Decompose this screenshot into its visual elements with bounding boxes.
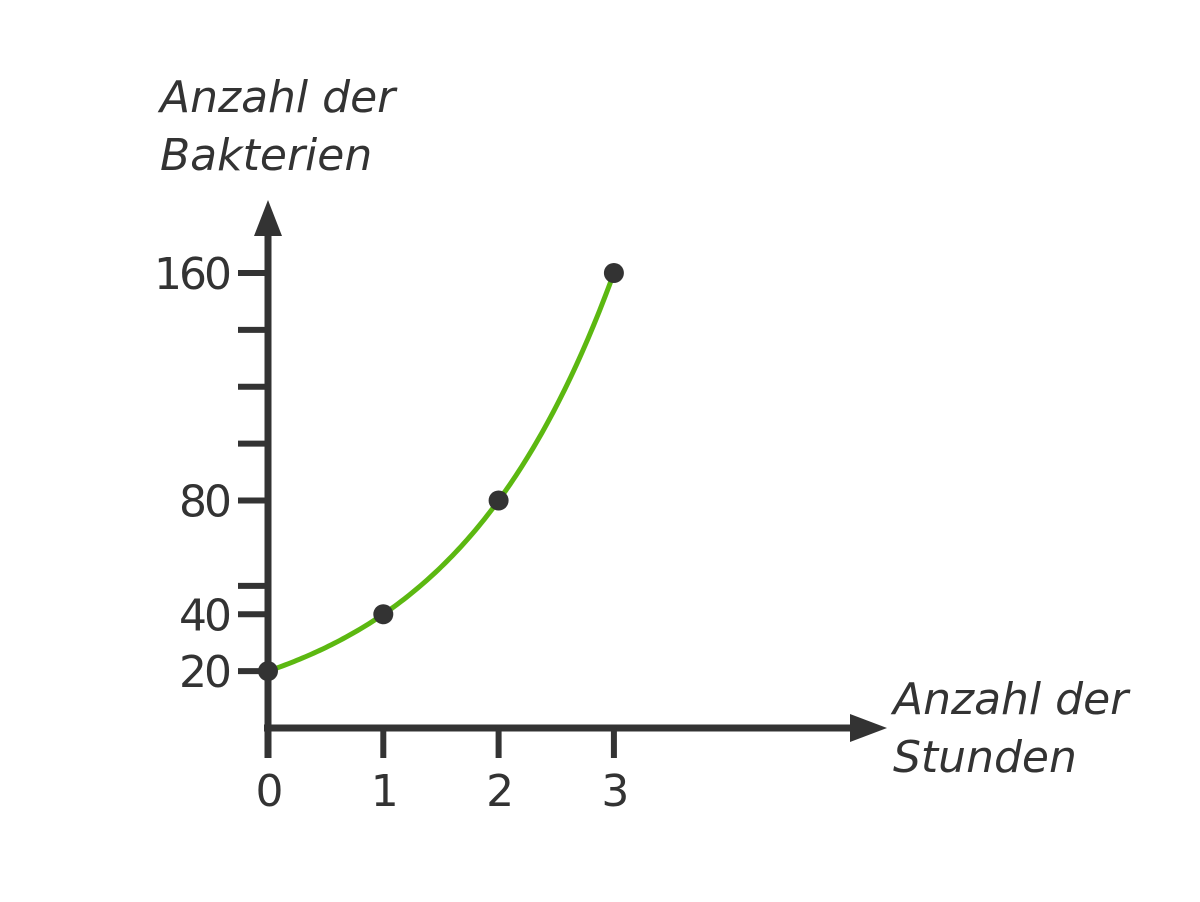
y-ticks: 20 40 80 160 bbox=[154, 249, 268, 698]
x-axis-title-line-1: Anzahl der bbox=[890, 674, 1131, 725]
y-tick-label: 160 bbox=[154, 249, 230, 300]
x-tick-label: 2 bbox=[486, 766, 511, 817]
data-point bbox=[373, 604, 394, 625]
data-points bbox=[258, 263, 624, 682]
data-point bbox=[258, 661, 278, 682]
data-point bbox=[488, 490, 509, 511]
y-axis-title-line-1: Anzahl der bbox=[157, 72, 398, 123]
y-axis-title-line-2: Bakterien bbox=[160, 130, 372, 181]
y-tick-label: 80 bbox=[179, 477, 230, 528]
y-tick-label: 40 bbox=[179, 590, 230, 641]
y-axis-title: Anzahl der Bakterien bbox=[157, 72, 409, 181]
x-axis-arrow bbox=[850, 714, 887, 742]
growth-curve bbox=[265, 270, 617, 674]
x-tick-label: 1 bbox=[371, 766, 396, 817]
x-axis-title-line-2: Stunden bbox=[893, 732, 1077, 783]
x-tick-label: 3 bbox=[601, 766, 626, 817]
x-axis-title: Anzahl der Stunden bbox=[890, 674, 1142, 783]
data-point bbox=[603, 263, 624, 283]
y-tick-label: 20 bbox=[179, 647, 230, 698]
x-ticks: 0 1 2 3 bbox=[256, 728, 629, 817]
x-tick-label: 0 bbox=[256, 766, 282, 817]
y-axis-arrow bbox=[254, 200, 282, 236]
